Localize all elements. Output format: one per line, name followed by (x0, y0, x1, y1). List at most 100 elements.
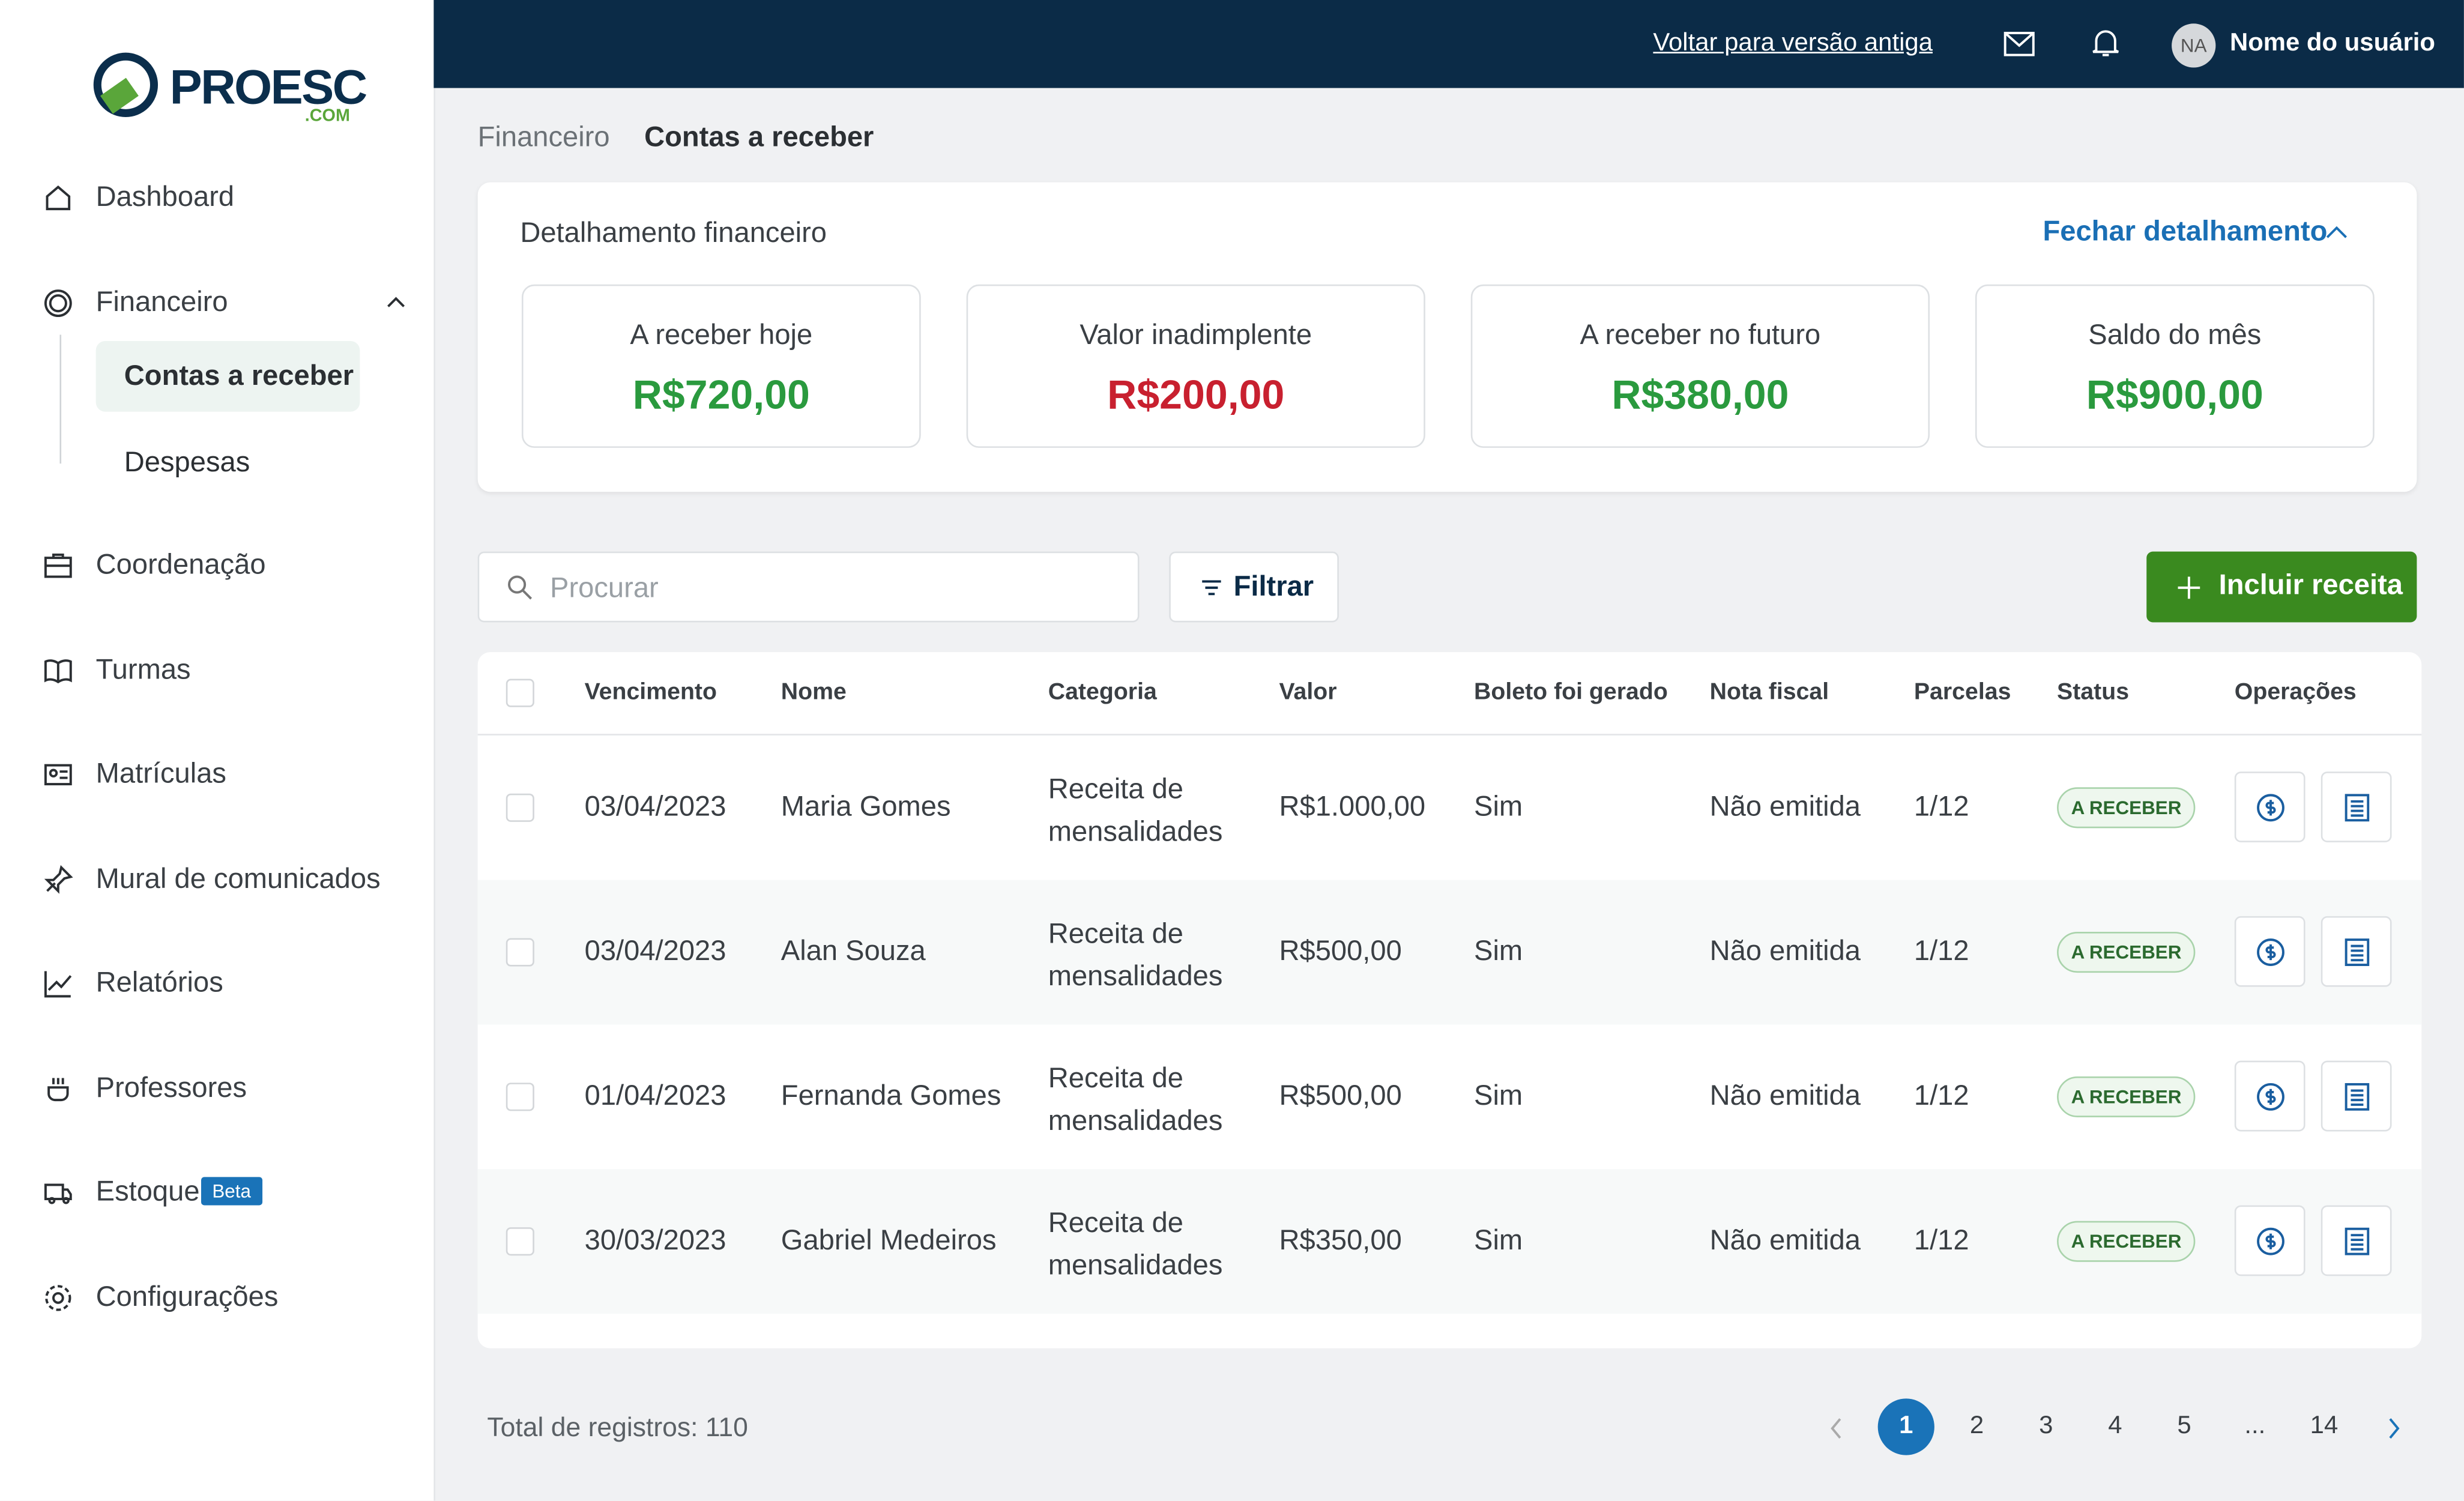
next-page[interactable] (2378, 1413, 2409, 1444)
submenu-line (59, 334, 62, 464)
nav-icon (43, 968, 74, 999)
mail-icon[interactable] (2004, 28, 2035, 59)
table-cell: 1/12 (1913, 935, 1969, 967)
user-name[interactable]: Nome do usuário (2229, 29, 2435, 57)
nav-item[interactable]: Turmas (95, 653, 191, 686)
nav-icon (43, 1177, 74, 1208)
table-cell: Alan Souza (781, 935, 926, 967)
nav-item[interactable]: Financeiro (95, 286, 228, 318)
operation-button[interactable] (2321, 772, 2392, 842)
operation-button[interactable] (2234, 772, 2305, 842)
nav-item[interactable]: Dashboard (95, 180, 235, 213)
nav-icon-svg (44, 1183, 72, 1204)
toggle-chevron (2321, 217, 2352, 248)
bell-icon-svg (2092, 30, 2119, 56)
operation-icon (2345, 1227, 2370, 1255)
table-cell: Maria Gomes (781, 790, 951, 822)
page-button[interactable]: 3 (2039, 1412, 2053, 1440)
toggle-chevron-svg (2326, 226, 2348, 238)
table-cell: 1/12 (1913, 1080, 1969, 1111)
page-button[interactable]: 4 (2108, 1412, 2122, 1440)
nav-icon (43, 1074, 74, 1105)
submenu-item[interactable]: Contas a receber (124, 360, 354, 391)
nav-chevron-svg (387, 297, 405, 307)
checkbox[interactable] (506, 793, 534, 822)
prev-page-svg (1831, 1418, 1841, 1439)
nav-item[interactable]: Configurações (95, 1281, 279, 1312)
column-header: Categoria (1048, 678, 1157, 706)
column-header: Status (2057, 678, 2130, 706)
nav-icon-svg (45, 1285, 71, 1311)
page-button[interactable]: 2 (1969, 1412, 1984, 1440)
page-button[interactable]: 5 (2177, 1412, 2191, 1440)
nav-item[interactable]: Matrículas (95, 757, 226, 789)
operation-icon (2257, 938, 2284, 966)
page-button[interactable]: ... (2244, 1412, 2266, 1440)
nav-item[interactable]: Estoque (95, 1175, 200, 1207)
submenu-active (95, 340, 360, 412)
card-label: Saldo do mês (2088, 319, 2262, 351)
operation-icon (2257, 794, 2284, 822)
nav-badge: Beta (201, 1177, 262, 1206)
summary-card: A receber no futuro R$380,00 (1470, 284, 1930, 448)
filter-label[interactable]: Filtrar (1233, 570, 1314, 602)
checkbox[interactable] (506, 1227, 534, 1256)
operation-button[interactable] (2321, 1205, 2392, 1276)
breadcrumb-sep (619, 122, 621, 151)
avatar[interactable]: NA (2172, 23, 2216, 68)
sidebar (0, 0, 435, 1501)
summary-card: A receber hoje R$720,00 (521, 284, 921, 448)
operation-button[interactable] (2234, 1205, 2305, 1276)
page-button[interactable]: 14 (2310, 1412, 2339, 1440)
breadcrumb-current: Contas a receber (644, 121, 874, 153)
page-button[interactable]: 1 (1877, 1398, 1934, 1455)
prev-page[interactable] (1821, 1413, 1852, 1444)
submenu-item[interactable]: Despesas (124, 446, 250, 478)
table-cell: Não emitida (1709, 1080, 1861, 1111)
checkbox[interactable] (506, 678, 534, 707)
logo-mark (88, 50, 167, 126)
column-header: Valor (1279, 678, 1337, 706)
logo-suffix: .COM (304, 106, 350, 126)
search-input[interactable] (477, 551, 1140, 623)
nav-icon (43, 1282, 74, 1314)
summary-toggle[interactable]: Fechar detalhamento (2043, 215, 2328, 247)
operation-button[interactable] (2234, 1060, 2305, 1132)
filter-icon-svg (1202, 580, 1221, 596)
table-cell: Sim (1474, 1080, 1523, 1111)
breadcrumb-item[interactable]: Financeiro (477, 121, 610, 153)
nav-item[interactable]: Mural de comunicados (95, 862, 381, 895)
nav-item[interactable]: Relatórios (95, 966, 223, 998)
nav-icon (43, 550, 74, 581)
nav-item[interactable]: Professores (95, 1071, 247, 1104)
add-icon (2173, 572, 2205, 603)
nav-item[interactable]: Coordenação (95, 548, 266, 580)
nav-icon (43, 655, 74, 686)
checkbox[interactable] (506, 938, 534, 967)
table-cell: Receita de mensalidades (1048, 917, 1223, 992)
total-records: Total de registros: 110 (487, 1412, 748, 1443)
operation-button[interactable] (2234, 916, 2305, 987)
card-value: R$380,00 (1611, 370, 1789, 418)
add-label[interactable]: Incluir receita (2218, 569, 2403, 600)
status-badge: A RECEBER (2057, 932, 2196, 973)
header-divider (477, 734, 2422, 735)
operation-button[interactable] (2321, 916, 2392, 987)
card-label: Valor inadimplente (1080, 319, 1312, 351)
table-cell: Gabriel Medeiros (781, 1224, 997, 1256)
table-cell: Receita de mensalidades (1048, 773, 1223, 847)
logo-text: PROESC (169, 59, 368, 115)
search-placeholder: Procurar (550, 572, 659, 604)
nav-icon-svg (44, 865, 73, 894)
card-value: R$200,00 (1107, 370, 1285, 418)
operation-button[interactable] (2321, 1060, 2392, 1132)
old-version-link[interactable]: Voltar para versão antiga (1653, 29, 1933, 57)
table-cell: Receita de mensalidades (1048, 1207, 1223, 1281)
filter-button[interactable] (1169, 551, 1339, 623)
checkbox[interactable] (506, 1083, 534, 1111)
bell-icon[interactable] (2090, 26, 2121, 58)
table-cell: Não emitida (1709, 935, 1861, 967)
nav-icon-svg (44, 289, 72, 318)
search-icon-svg (508, 575, 533, 600)
